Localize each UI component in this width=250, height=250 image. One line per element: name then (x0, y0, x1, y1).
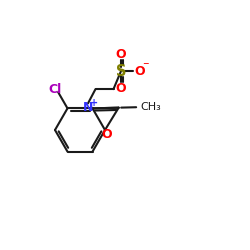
Text: +: + (90, 98, 98, 108)
Text: O: O (101, 128, 112, 141)
Text: Cl: Cl (49, 84, 62, 96)
Text: S: S (116, 64, 126, 78)
Text: CH₃: CH₃ (140, 102, 161, 112)
Text: O: O (116, 82, 126, 94)
Text: O: O (134, 64, 144, 78)
Text: N: N (83, 100, 93, 114)
Text: O: O (116, 48, 126, 60)
Text: ⁻: ⁻ (142, 60, 149, 73)
